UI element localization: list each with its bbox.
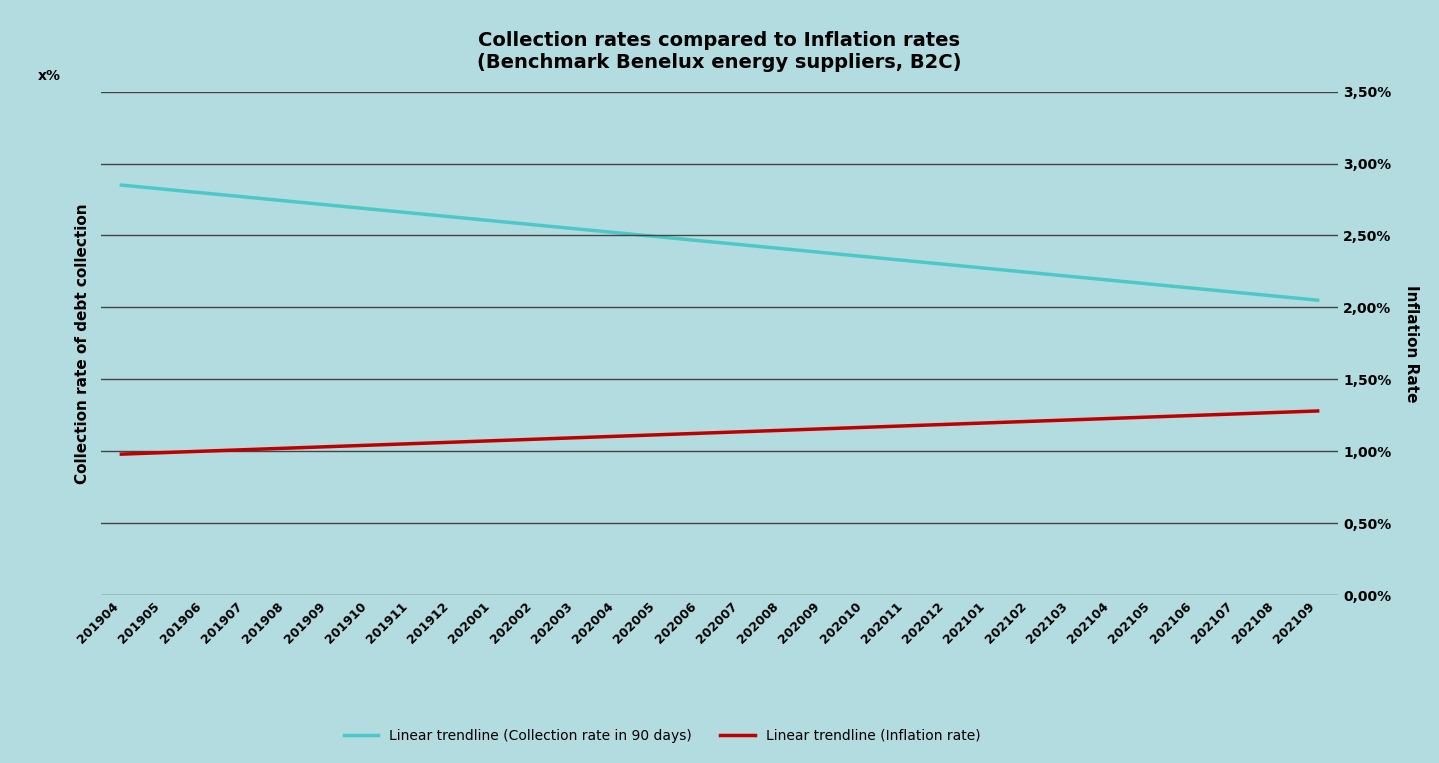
Y-axis label: Collection rate of debt collection: Collection rate of debt collection: [75, 203, 89, 484]
Y-axis label: Inflation Rate: Inflation Rate: [1404, 285, 1419, 402]
Text: x%: x%: [39, 69, 62, 83]
Legend: Linear trendline (Collection rate in 90 days), Linear trendline (Inflation rate): Linear trendline (Collection rate in 90 …: [338, 723, 986, 749]
Text: Collection rates compared to Inflation rates
(Benchmark Benelux energy suppliers: Collection rates compared to Inflation r…: [478, 31, 961, 72]
